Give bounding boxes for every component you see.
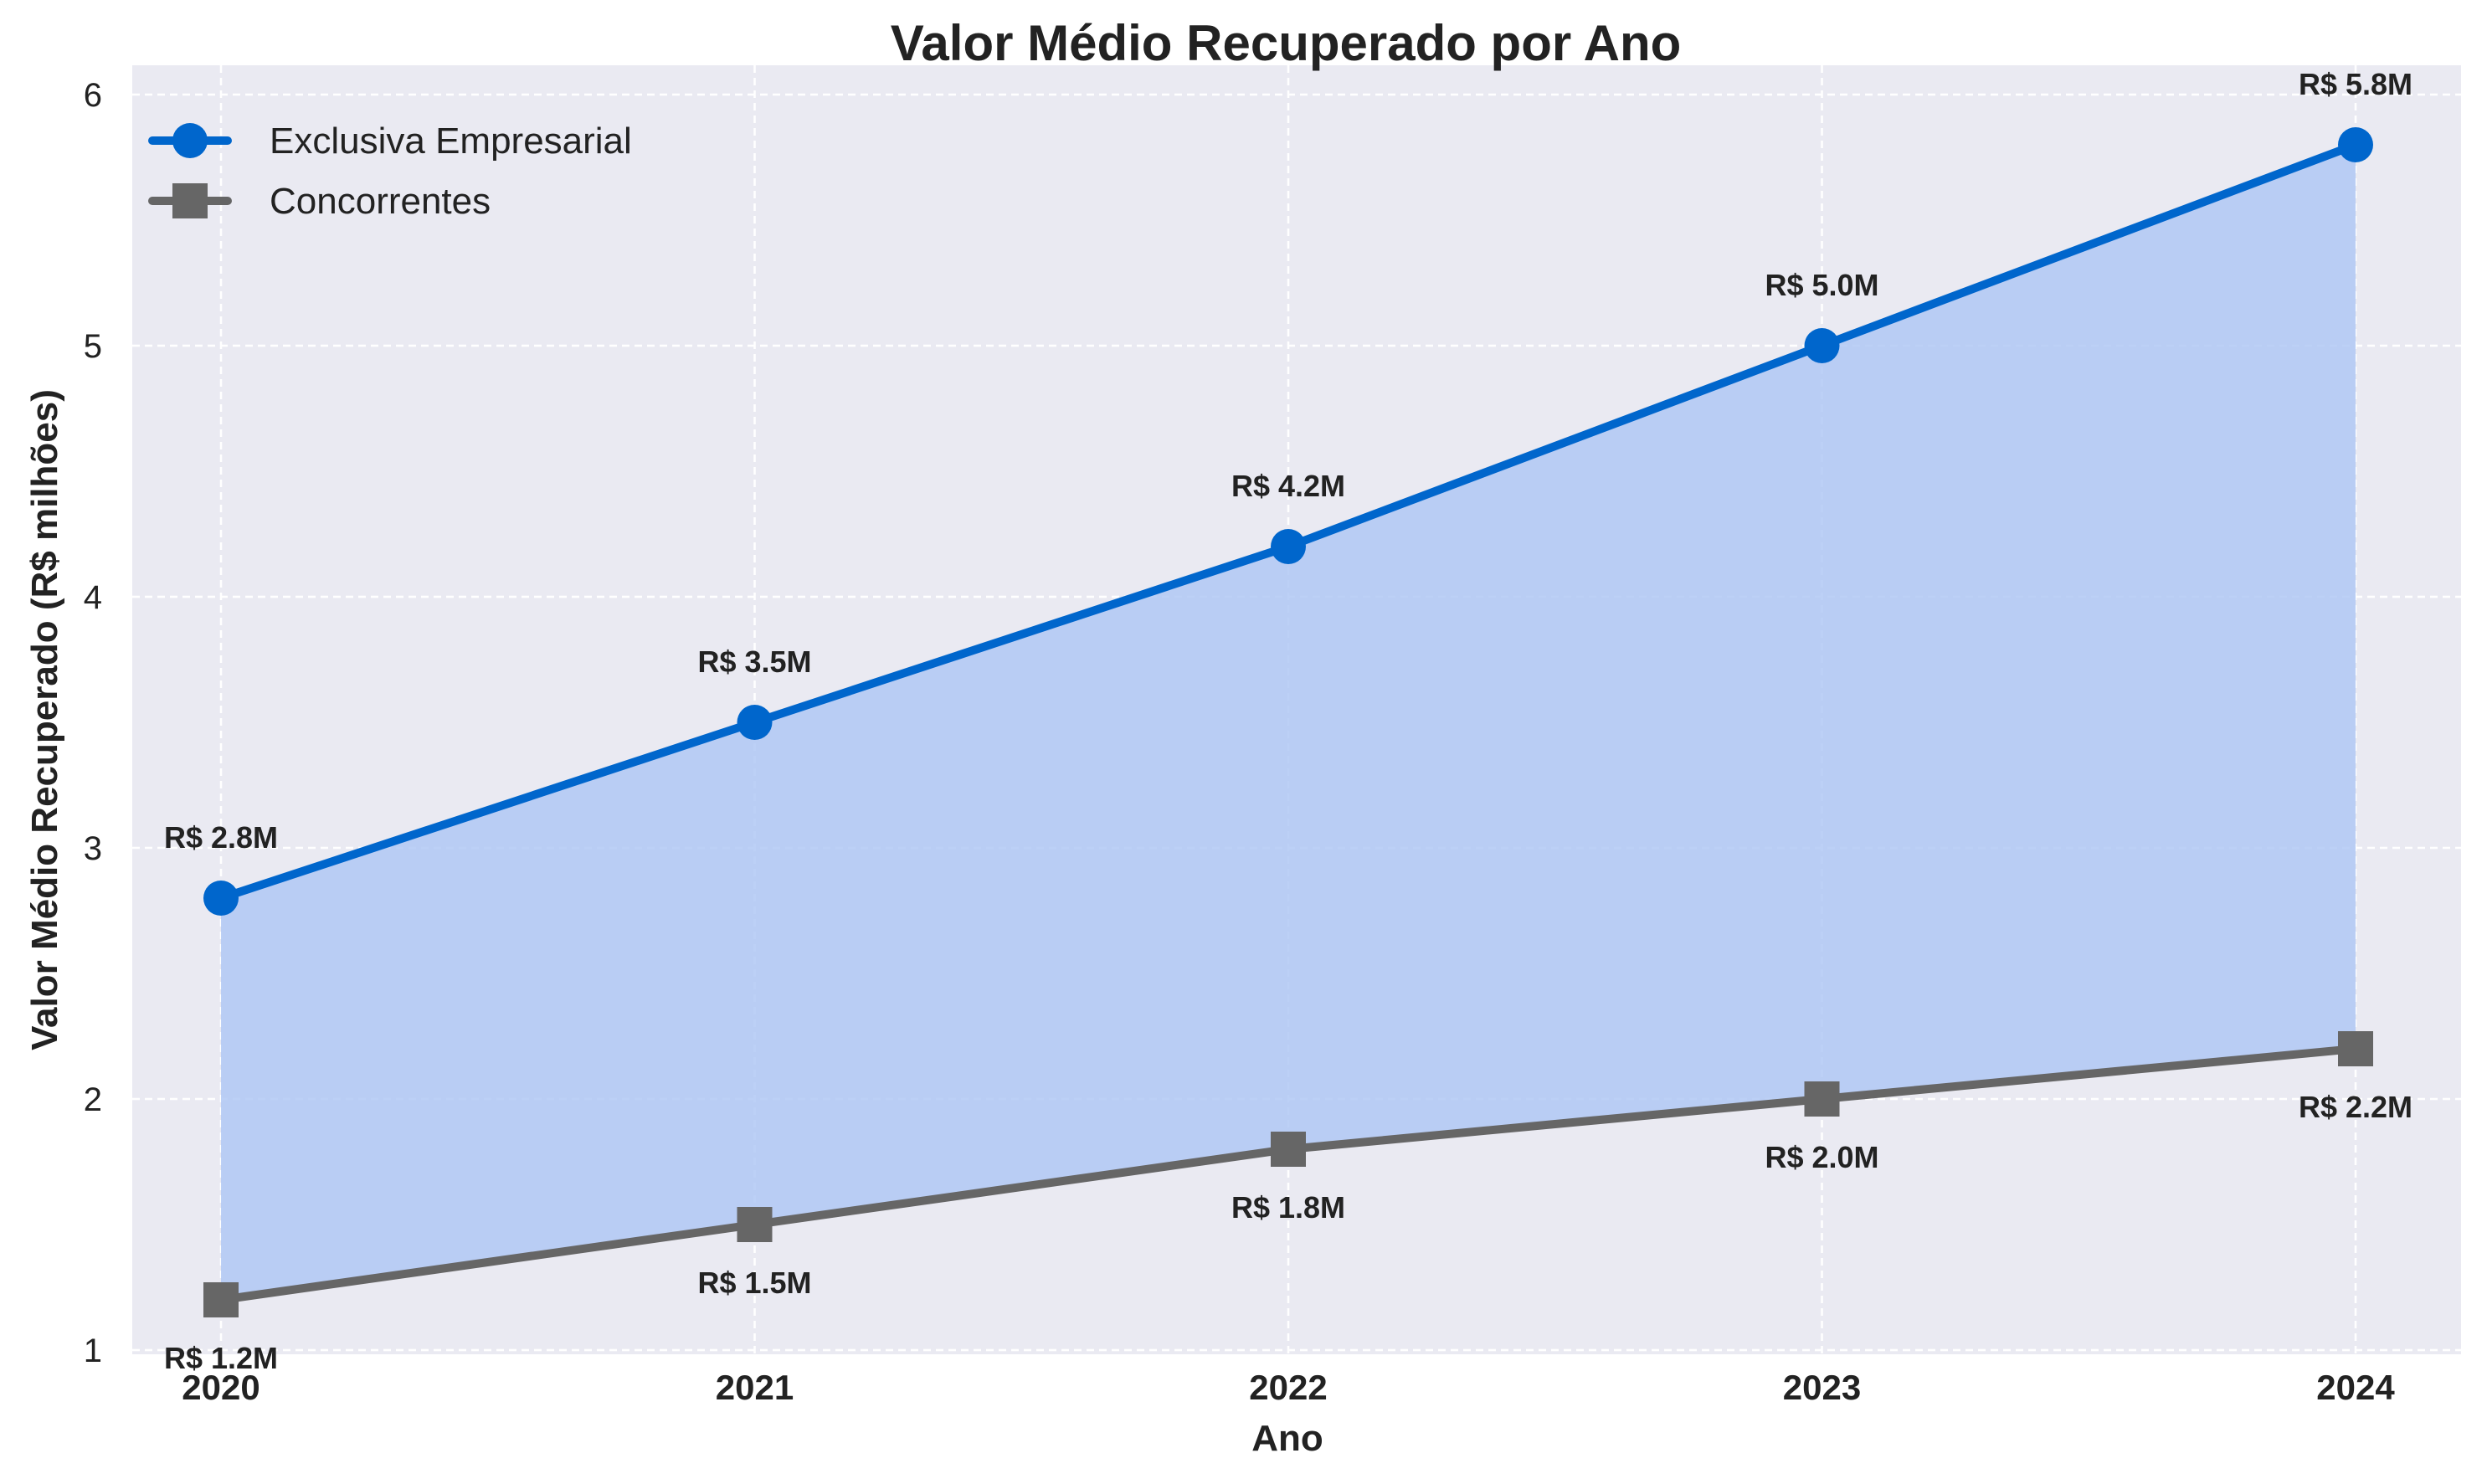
data-label: R$ 2.0M — [1765, 1140, 1878, 1174]
legend-label: Concorrentes — [270, 181, 491, 222]
fill-between-area — [221, 145, 2356, 1300]
data-point-circle — [2338, 127, 2373, 162]
data-label: R$ 5.0M — [1765, 268, 1878, 302]
data-labels: R$ 2.8M R$ 3.5M R$ 4.2M R$ 5.0M R$ 5.8M R$ 1.… — [164, 67, 2412, 1375]
data-point-square — [203, 1282, 239, 1317]
data-label: R$ 5.8M — [2299, 67, 2412, 101]
legend-marker-square — [172, 183, 208, 218]
fill-between-area-shape — [221, 145, 2356, 1300]
data-label: R$ 4.2M — [1231, 469, 1345, 503]
y-tick-label: 3 — [84, 830, 102, 867]
data-point-circle — [737, 705, 773, 740]
x-axis-label: Ano — [1251, 1418, 1323, 1459]
series-markers — [203, 127, 2373, 1317]
axis-ticks: 1 2 3 4 5 6 2020 2021 2022 2023 2024 — [84, 77, 2396, 1407]
data-point-circle — [1271, 529, 1306, 564]
data-label: R$ 1.5M — [697, 1266, 811, 1300]
x-tick-label: 2023 — [1783, 1368, 1861, 1407]
y-axis-label: Valor Médio Recuperado (R$ milhões) — [24, 389, 65, 1050]
x-tick-label: 2021 — [716, 1368, 794, 1407]
data-point-square — [1271, 1132, 1306, 1167]
x-tick-label: 2020 — [182, 1368, 259, 1407]
data-point-square — [737, 1207, 773, 1242]
x-tick-label: 2022 — [1249, 1368, 1327, 1407]
y-tick-label: 4 — [84, 579, 102, 616]
y-tick-label: 2 — [84, 1081, 102, 1118]
data-point-square — [2338, 1031, 2373, 1066]
legend-label: Exclusiva Empresarial — [270, 121, 632, 162]
data-label: R$ 2.2M — [2299, 1090, 2412, 1124]
legend-marker-circle — [172, 123, 208, 158]
data-point-square — [1804, 1081, 1840, 1117]
data-point-circle — [203, 881, 239, 916]
data-label: R$ 1.8M — [1231, 1190, 1345, 1225]
x-tick-label: 2024 — [2316, 1368, 2395, 1407]
data-label: R$ 2.8M — [164, 820, 278, 855]
y-tick-label: 6 — [84, 77, 102, 114]
data-label: R$ 3.5M — [697, 644, 811, 679]
y-tick-label: 1 — [84, 1333, 102, 1369]
y-tick-label: 5 — [84, 328, 102, 365]
data-label: R$ 1.2M — [164, 1341, 278, 1375]
chart-title: Valor Médio Recuperado por Ano — [891, 15, 1682, 71]
data-point-circle — [1804, 328, 1840, 363]
legend: Exclusiva Empresarial Concorrentes — [148, 121, 632, 222]
